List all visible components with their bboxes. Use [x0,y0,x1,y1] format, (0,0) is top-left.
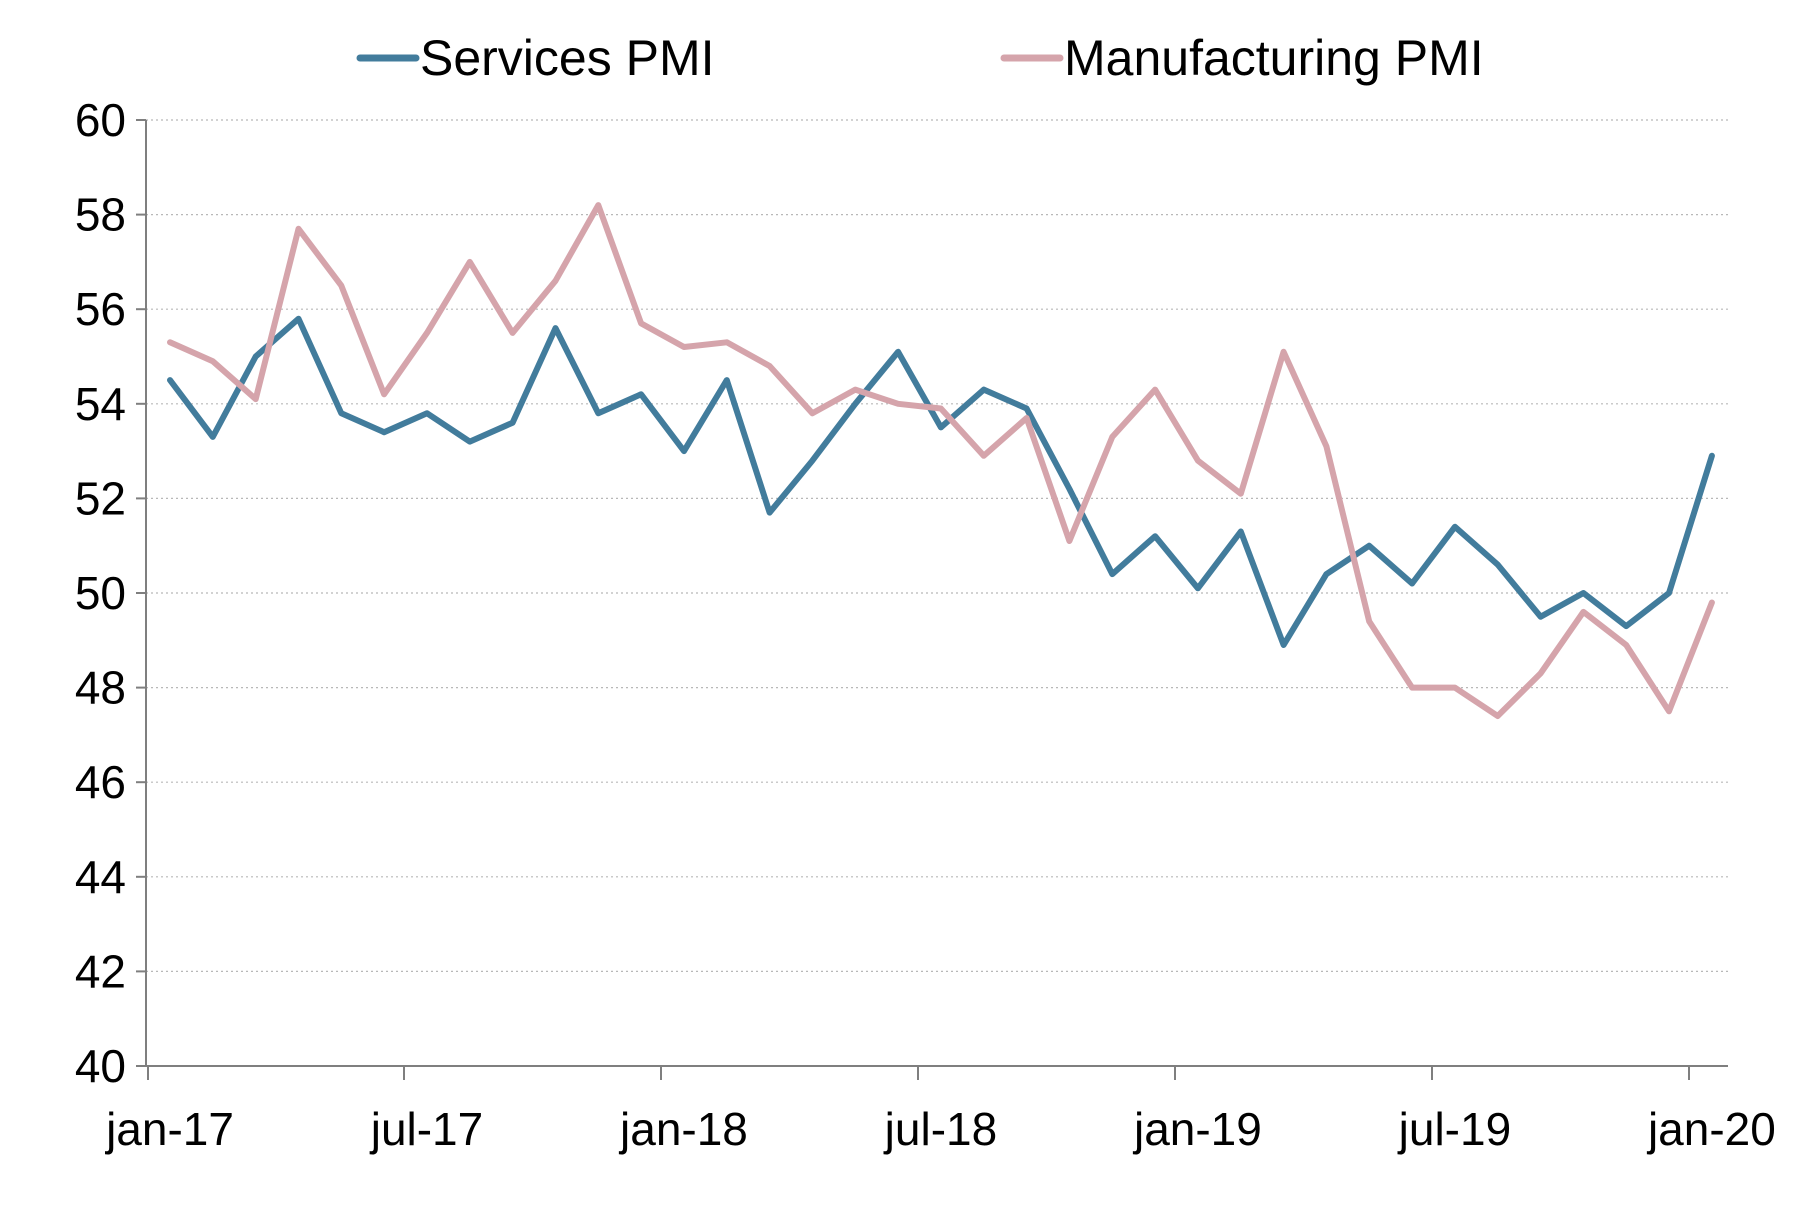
y-tick-label: 52 [75,472,126,524]
legend-item-services: Services PMI [356,30,715,86]
y-tick-label: 44 [75,851,126,903]
x-tick-label: jan-19 [1132,1103,1262,1155]
gridlines [146,119,1728,973]
legend-label-manufacturing: Manufacturing PMI [1064,30,1484,86]
y-tick-label: 42 [75,945,126,997]
y-tick-label: 54 [75,378,126,430]
legend-item-manufacturing: Manufacturing PMI [1000,30,1484,86]
y-tick-label: 50 [75,567,126,619]
x-axis: jan-17 jul-17 jan-18 jul-18 jan-19 jul-19 jan-… [104,1065,1776,1155]
series-line-services-pmi [167,315,1715,648]
y-tick-label: 40 [75,1040,126,1092]
y-tick-label: 60 [75,94,126,146]
x-tick-label: jul-17 [369,1103,484,1155]
legend: Services PMI Manufacturing PMI [356,30,1484,86]
series-lines [167,202,1715,719]
x-tick-label: jan-20 [1646,1103,1776,1155]
y-tick-label: 48 [75,662,126,714]
series-line-manufacturing-pmi [167,202,1715,719]
x-tick-label: jan-17 [104,1103,234,1155]
x-tick-label: jan-18 [618,1103,748,1155]
y-tick-label: 56 [75,283,126,335]
x-tick-label: jul-18 [883,1103,998,1155]
y-tick-label: 46 [75,756,126,808]
y-axis: 40 42 44 46 48 50 52 54 56 58 60 [75,94,147,1092]
y-tick-label: 58 [75,189,126,241]
legend-label-services: Services PMI [420,30,715,86]
x-tick-label: jul-19 [1397,1103,1512,1155]
